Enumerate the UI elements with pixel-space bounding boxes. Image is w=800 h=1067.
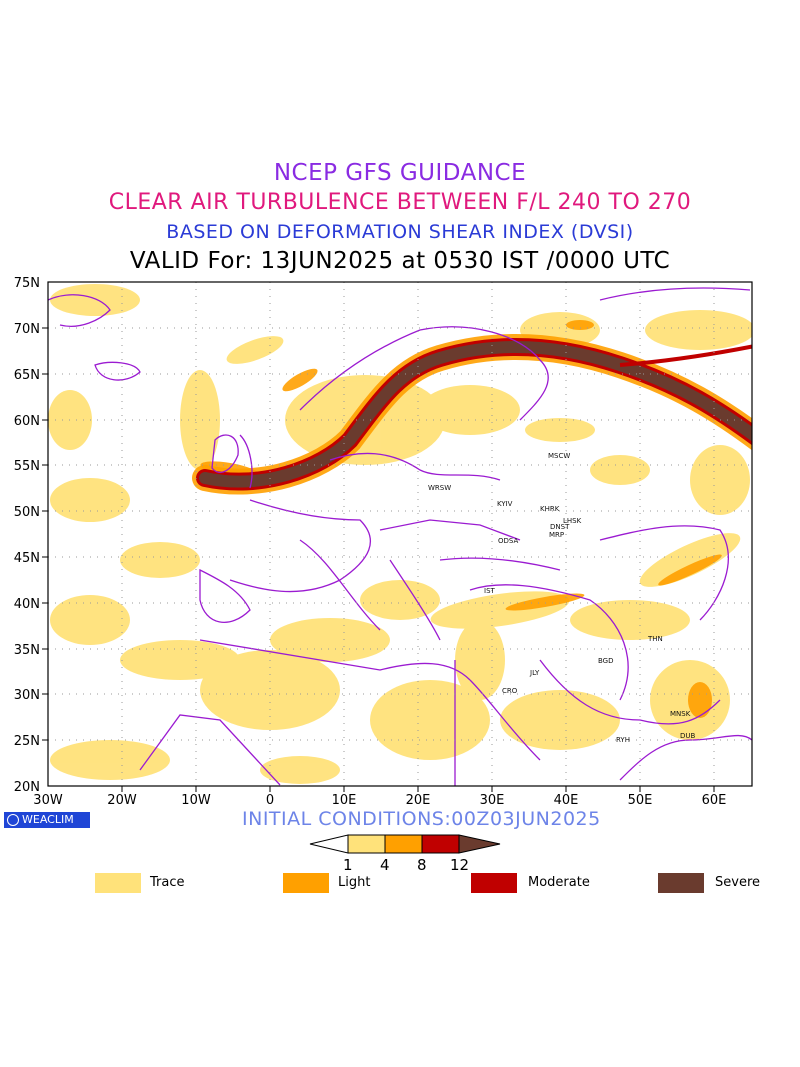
lon-label: 50E (628, 793, 653, 808)
title-product: CLEAR AIR TURBULENCE BETWEEN F/L 240 TO … (108, 190, 692, 215)
lat-label: 75N (14, 276, 40, 291)
lat-label: 20N (14, 780, 40, 795)
latitude-labels: 75N 70N 65N 60N 55N 50N 45N 40N 35N 30N … (14, 276, 40, 795)
city-label: BGD (598, 657, 614, 665)
city-labels: MSCW WRSW KYIV KHRK LHSK DNST MRP ODSA I… (428, 452, 696, 744)
longitude-labels: 30W 20W 10W 0 10E 20E 30E 40E 50E 60E (33, 793, 726, 808)
city-label: DNST (550, 523, 570, 531)
lon-label: 20W (107, 793, 137, 808)
city-label: KYIV (497, 500, 513, 508)
city-label: MRP (549, 531, 564, 539)
city-label: RYH (616, 736, 630, 744)
logo-text: WEACLIM (22, 813, 74, 826)
lon-label: 60E (702, 793, 727, 808)
city-label: THN (647, 635, 663, 643)
lat-label: 45N (14, 551, 40, 566)
title-valid-time: VALID For: 13JUN2025 at 0530 IST /0000 U… (129, 248, 671, 274)
lon-label: 20E (406, 793, 431, 808)
weaclim-logo: WEACLIM (4, 812, 90, 828)
map-frame (47, 281, 753, 787)
scale-value: 12 (450, 856, 470, 874)
city-label: CRO (502, 687, 518, 695)
legend-swatch (95, 873, 141, 893)
circle-icon (7, 814, 19, 826)
lon-label: 10E (332, 793, 357, 808)
lon-label: 30W (33, 793, 63, 808)
city-label: WRSW (428, 484, 451, 492)
lat-label: 65N (14, 368, 40, 383)
color-scale-bar (309, 834, 501, 854)
lat-label: 35N (14, 643, 40, 658)
legend-label: Severe (715, 875, 760, 890)
city-label: ODSA (498, 537, 518, 545)
legend-swatch (471, 873, 517, 893)
lat-label: 25N (14, 734, 40, 749)
city-label: JLY (529, 669, 540, 677)
title-model: NCEP GFS GUIDANCE (273, 160, 527, 186)
legend-swatch (658, 873, 704, 893)
lat-label: 30N (14, 688, 40, 703)
lon-label: 0 (266, 793, 274, 808)
turbulence-field: MSCW WRSW KYIV KHRK LHSK DNST MRP ODSA I… (48, 282, 752, 786)
lat-label: 40N (14, 597, 40, 612)
legend-label: Light (338, 875, 371, 890)
lat-label: 60N (14, 414, 40, 429)
scale-value: 8 (417, 856, 427, 874)
city-label: LHSK (563, 517, 582, 525)
legend-swatch (283, 873, 329, 893)
city-label: KHRK (540, 505, 560, 513)
title-method: BASED ON DEFORMATION SHEAR INDEX (DVSI) (166, 221, 634, 243)
legend-label: Trace (150, 875, 185, 890)
legend-label: Moderate (528, 875, 590, 890)
lon-label: 40E (554, 793, 579, 808)
city-label: MSCW (548, 452, 570, 460)
city-label: MNSK (670, 710, 691, 718)
scale-value: 1 (343, 856, 353, 874)
lat-label: 50N (14, 505, 40, 520)
lon-label: 30E (480, 793, 505, 808)
lon-label: 10W (181, 793, 211, 808)
city-label: DUB (680, 732, 696, 740)
scale-value: 4 (380, 856, 390, 874)
initial-conditions: INITIAL CONDITIONS:00Z03JUN2025 (242, 808, 601, 830)
lat-label: 70N (14, 322, 40, 337)
city-label: IST (484, 587, 496, 595)
lat-label: 55N (14, 459, 40, 474)
